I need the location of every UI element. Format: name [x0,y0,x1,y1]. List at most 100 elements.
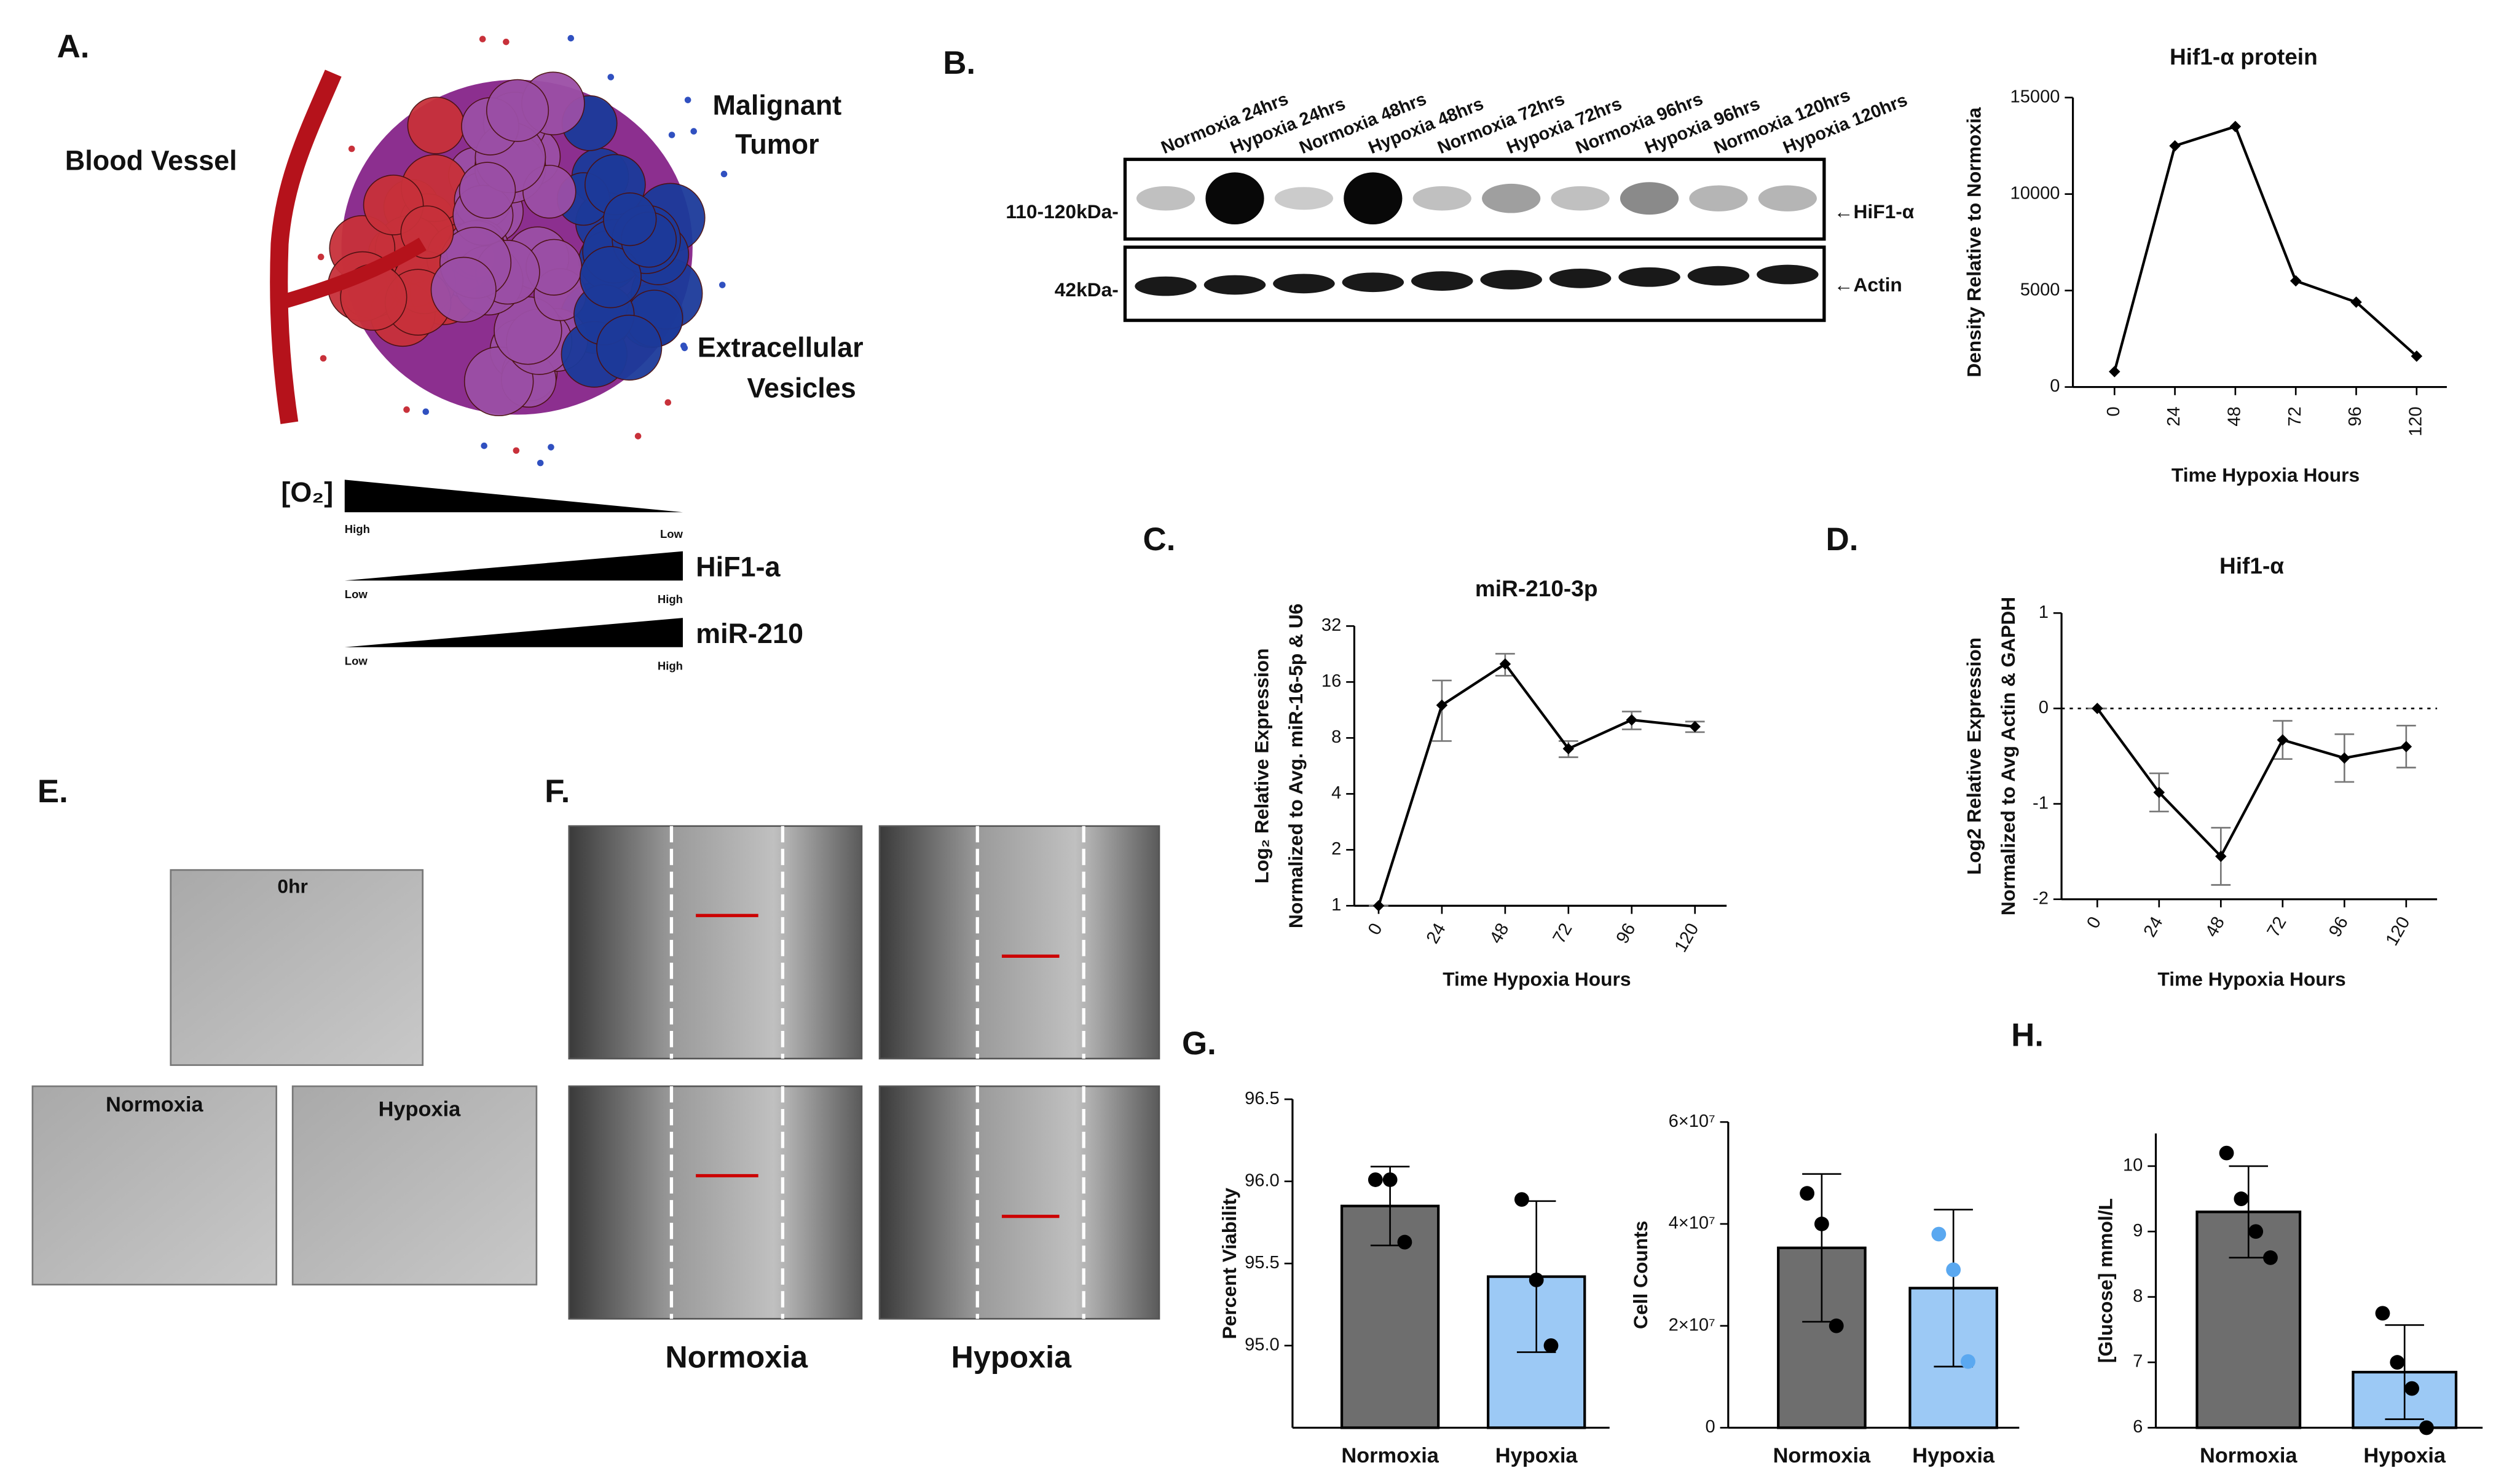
data-point [2219,1145,2234,1161]
x-tick-label: Normoxia [1341,1444,1439,1467]
y-tick-label: 9 [2133,1221,2143,1241]
micrograph [878,825,1160,1060]
x-tick-label: Hypoxia [1912,1444,1995,1467]
y-tick-label: 10000 [2010,183,2060,203]
x-tick-label: 120 [2382,914,2414,949]
y-tick-label: 16 [1321,671,1341,691]
micrograph [291,1085,538,1286]
micrograph [878,1085,1160,1320]
diagram-label: Blood Vessel [65,144,237,176]
data-point [2234,1191,2249,1206]
y-tick-label: 7 [2133,1352,2143,1372]
tumor-illustration [317,34,728,467]
x-tick-label: 24 [2164,406,2184,426]
panel-label: H. [2011,1017,2044,1054]
panel-label: F. [545,773,570,810]
band [1687,266,1750,286]
vesicle [668,132,675,138]
vesicle [720,170,728,178]
image-label: Normoxia [665,1340,808,1375]
x-tick-label: 96 [1613,920,1640,947]
vesicle [503,38,510,45]
micrograph [170,869,424,1066]
chart: 6 7 8 9 10 [Glucose] mmol/L Normoxia Hypoxia [2095,1133,2483,1467]
vesicle [567,34,575,42]
data-point [1829,1318,1844,1333]
y-tick-label: -1 [2033,793,2049,813]
tumor-cell [430,256,497,323]
chart: -2 -1 0 1 Hif1-α Time Hypoxia Hours Log2 Relat… [1963,553,2438,990]
vesicle [719,282,726,288]
vesicle [548,444,554,451]
vesicle [403,406,410,413]
vesicle [422,408,430,415]
western-blot: 110-120kDa- 42kDa- ←HiF1-α ←Actin Normox… [1006,85,1915,322]
band [1480,270,1542,290]
data-point [1382,1172,1398,1187]
gradient-end: High [345,523,370,535]
band [1620,182,1679,215]
y-tick-label: 0 [2050,376,2060,396]
data-point [1814,1217,1829,1231]
data-point [1961,1354,1975,1369]
data-point [1529,1273,1544,1287]
gradient-wedge [344,551,683,581]
vesicle [317,253,325,261]
band [1482,183,1541,213]
band [1274,187,1334,210]
data-point [2404,1381,2419,1396]
vesicle [664,399,672,406]
diagram-label: Tumor [735,128,819,160]
data-point [2375,1306,2390,1321]
data-point [1626,714,1638,726]
blood-vessel [270,69,342,424]
data-point [1689,720,1701,733]
tumor-cell [459,162,516,219]
y-tick-label: 32 [1321,615,1341,635]
x-tick-label: 24 [2140,914,2167,941]
x-tick-label: 24 [1423,920,1450,947]
data-point [2108,366,2120,377]
data-point [2339,752,2350,764]
micrograph [568,1085,863,1320]
y-tick-label: 6×10⁷ [1669,1111,1715,1131]
vesicle [481,442,487,449]
tumor-cell [596,314,663,381]
data-point [1514,1192,1529,1207]
y-tick-label: 10 [2123,1156,2143,1175]
data-line [2096,708,2407,859]
y-tick-label: 95.0 [1245,1335,1280,1355]
panel-label: A. [57,28,90,65]
y-tick-label: 15000 [2010,87,2060,106]
data-point [2229,120,2242,133]
chart: 0 2×10⁷ 4×10⁷ 6×10⁷ Cell Counts Normoxia Hypox… [1629,1111,2020,1467]
vesicle [607,74,615,81]
y-axis-label: [Glucose] mmol/L [2095,1198,2117,1363]
data-line [1377,662,1695,907]
panel-labels: A. B. C. D. E. F. G. H. [37,28,2044,1061]
y-axis-label: Log₂ Relative Expression [1251,649,1273,884]
image-label: Hypoxia [951,1340,1073,1375]
y-tick-label: 8 [1331,727,1341,747]
band [1205,172,1264,225]
data-point [1562,743,1575,755]
y-axis-label: Percent Viability [1218,1188,1240,1340]
y-tick-label: -2 [2033,888,2049,908]
band [1757,264,1819,285]
gradient-label: HiF1-a [696,551,781,583]
panel-label: E. [37,773,68,810]
tumor-cell [407,97,465,154]
x-tick-label: 120 [2406,406,2425,436]
marker-label: 42kDa- [1055,278,1119,301]
x-tick-label: 48 [2202,914,2229,941]
band [1342,272,1404,293]
gradient-end: High [658,659,683,672]
y-tick-label: 4 [1331,783,1341,803]
image-label: Normoxia [106,1093,203,1116]
x-tick-label: 0 [1364,920,1387,938]
x-tick-label: 48 [1486,920,1513,947]
marker-label: 110-120kDa- [1006,200,1119,223]
gradient-label: miR-210 [696,618,803,649]
